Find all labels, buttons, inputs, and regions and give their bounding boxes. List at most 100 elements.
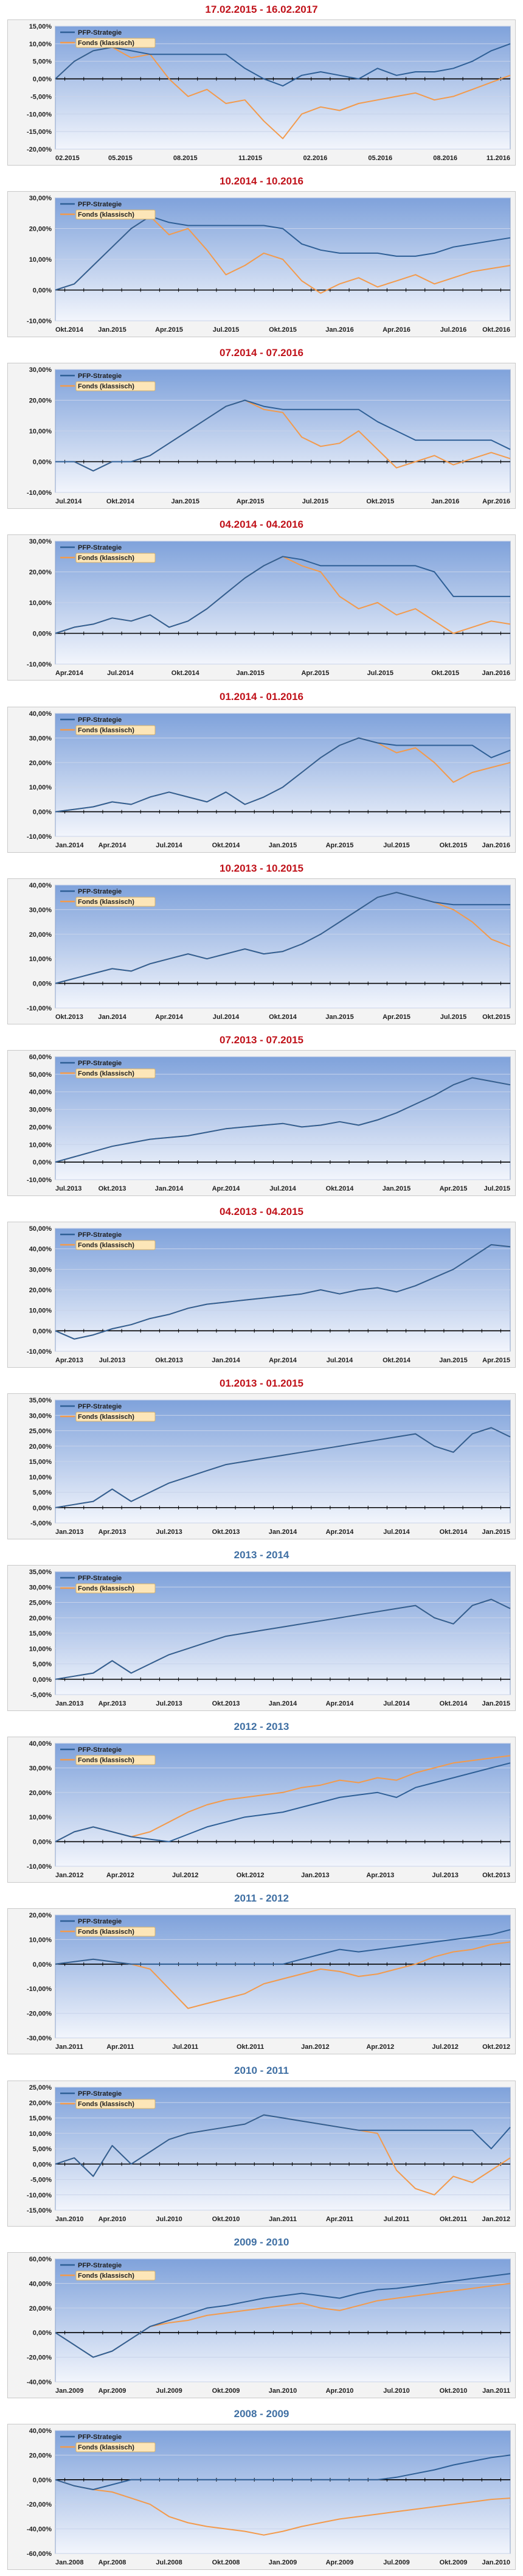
y-tick-label: -10,00% xyxy=(27,661,52,668)
x-tick-label: Okt.2014 xyxy=(55,326,84,334)
x-tick-label: Apr.2015 xyxy=(301,670,329,677)
x-tick-label: Jul.2013 xyxy=(99,1357,125,1364)
chart-title: 2010 - 2011 xyxy=(234,2065,289,2076)
x-tick-label: Jan.2016 xyxy=(431,498,459,505)
legend-label: PFP-Strategie xyxy=(78,888,122,895)
y-tick-label: 10,00% xyxy=(29,41,52,48)
x-tick-label: Okt.2014 xyxy=(106,498,135,505)
y-tick-label: 20,00% xyxy=(29,2099,52,2107)
y-tick-label: -10,00% xyxy=(27,1348,52,1356)
y-tick-label: 20,00% xyxy=(29,397,52,405)
y-tick-label: 40,00% xyxy=(29,882,52,889)
x-tick-label: Jul.2012 xyxy=(432,2043,458,2051)
y-tick-label: 0,00% xyxy=(33,2161,52,2168)
x-tick-label: Okt.2013 xyxy=(212,1700,240,1707)
y-tick-label: -10,00% xyxy=(27,1177,52,1184)
x-tick-label: 02.2015 xyxy=(55,155,80,162)
legend-label: Fonds (klassisch) xyxy=(78,898,134,906)
x-tick-label: Okt.2008 xyxy=(212,2559,240,2566)
x-tick-label: Okt.2014 xyxy=(212,842,241,849)
legend-label: Fonds (klassisch) xyxy=(78,2101,134,2108)
y-tick-label: 5,00% xyxy=(33,2146,52,2153)
y-tick-label: -20,00% xyxy=(27,2354,52,2362)
line-chart: 40,00%20,00%0,00%-20,00%-40,00%-60,00%Ja… xyxy=(27,2427,511,2566)
x-tick-label: Jul.2011 xyxy=(384,2216,410,2223)
x-tick-label: Apr.2013 xyxy=(99,1700,126,1707)
y-tick-label: 10,00% xyxy=(29,784,52,791)
x-tick-label: 05.2016 xyxy=(368,155,392,162)
x-tick-label: Okt.2011 xyxy=(237,2043,264,2051)
series-line-strategy xyxy=(55,556,510,634)
x-tick-label: Jul.2014 xyxy=(107,670,134,677)
chart-panel: 07.2013 - 07.2015 60,00% 50,00% 40,00% 30,00… xyxy=(0,1031,523,1202)
x-tick-label: Apr.2015 xyxy=(237,498,265,505)
y-tick-label: 20,00% xyxy=(29,2452,52,2459)
series-line-strategy xyxy=(55,892,510,984)
x-tick-label: Okt.2009 xyxy=(212,2387,240,2395)
legend-label: Fonds (klassisch) xyxy=(78,211,134,219)
y-tick-label: 10,00% xyxy=(29,1307,52,1315)
chart-panel: 2011 - 2012 20,00% 10,00% 0,00% -10,00% -20,0… xyxy=(0,1889,523,2060)
y-tick-label: 0,00% xyxy=(33,1159,52,1166)
line-chart: 60,00% 50,00% 40,00% 30,00% 20,00% 10,00% 0,00… xyxy=(27,1054,511,1192)
legend-label-highlight xyxy=(75,2270,156,2281)
y-tick-label: 0,00% xyxy=(33,981,52,988)
y-tick-label: 40,00% xyxy=(29,1246,52,1253)
y-tick-label: 20,00% xyxy=(29,1287,52,1294)
legend-label: PFP-Strategie xyxy=(78,1746,122,1754)
chart-frame: 40,00% 20,00% 0,00% -20,00% -40,00% -60,00% Ja… xyxy=(7,2424,516,2570)
x-tick-label: 08.2015 xyxy=(173,155,198,162)
y-tick-label: -10,00% xyxy=(27,111,52,118)
chart-title: 07.2014 - 07.2016 xyxy=(219,347,303,359)
x-tick-label: Apr.2013 xyxy=(366,1872,394,1879)
chart-title: 01.2014 - 01.2016 xyxy=(219,691,303,702)
x-tick-label: Okt.2014 xyxy=(440,1528,468,1536)
x-tick-label: Jul.2014 xyxy=(269,1185,296,1192)
legend-label: PFP-Strategie xyxy=(78,2262,122,2269)
series-line-strategy xyxy=(55,1244,511,1340)
line-chart: 25,00% 20,00% 15,00% 10,00% 5,00% 0,00% -5,00%… xyxy=(27,2084,511,2223)
x-tick-label: Jan.2016 xyxy=(325,326,353,334)
y-tick-label: 10,00% xyxy=(29,256,52,264)
legend: PFP-Strategie Fonds (klassisch) xyxy=(60,544,156,563)
y-tick-label: -30,00% xyxy=(27,2035,52,2042)
chart-panel: 10.2014 - 10.2016 30,00% 20,00% 10,00% 0,00%… xyxy=(0,172,523,343)
y-tick-label: -40,00% xyxy=(27,2379,52,2386)
line-chart: 30,00% 20,00% 10,00% 0,00% -10,00%Jul.2014 Ok… xyxy=(27,366,511,505)
legend-label: Fonds (klassisch) xyxy=(78,1413,134,1421)
x-tick-label: Jan.2014 xyxy=(269,1700,297,1707)
y-tick-label: 30,00% xyxy=(29,538,52,545)
x-tick-label: 11.2015 xyxy=(238,155,262,162)
x-tick-label: Apr.2014 xyxy=(326,1528,355,1536)
chart-title: 2009 - 2010 xyxy=(234,2236,289,2248)
x-tick-label: Okt.2010 xyxy=(440,2387,468,2395)
x-tick-label: Jan.2012 xyxy=(55,1872,83,1879)
chart-panel: 10.2013 - 10.2015 40,00% 30,00% 20,00% 10,00… xyxy=(0,859,523,1031)
x-tick-label: Okt.2013 xyxy=(99,1185,126,1192)
x-tick-label: Jul.2015 xyxy=(484,1185,510,1192)
x-tick-label: Okt.2015 xyxy=(482,1013,510,1021)
x-tick-label: Jul.2014 xyxy=(156,842,182,849)
legend: PFP-Strategie Fonds (klassisch) xyxy=(60,2090,156,2109)
x-tick-label: Jan.2010 xyxy=(269,2387,297,2395)
legend-label-highlight xyxy=(75,2099,156,2109)
y-tick-label: 20,00% xyxy=(29,760,52,767)
legend-label: PFP-Strategie xyxy=(78,201,122,208)
y-tick-label: 15,00% xyxy=(29,2115,52,2123)
x-tick-label: Okt.2014 xyxy=(383,1357,411,1364)
y-tick-label: -5,00% xyxy=(30,1520,52,1527)
chart-title: 2013 - 2014 xyxy=(234,1549,289,1561)
chart-frame: 25,00% 20,00% 15,00% 10,00% 5,00% 0,00% -5,00%… xyxy=(7,2081,516,2227)
y-tick-label: 25,00% xyxy=(29,1600,52,1607)
y-tick-label: -10,00% xyxy=(27,318,52,325)
x-tick-label: Jan.2010 xyxy=(482,2559,510,2566)
y-tick-label: 0,00% xyxy=(33,287,52,295)
legend: PFP-Strategie Fonds (klassisch) xyxy=(60,373,156,391)
chart-panel: 01.2014 - 01.2016 40,00% 30,00% 20,00% 10,00… xyxy=(0,687,523,859)
x-tick-label: Jul.2009 xyxy=(383,2559,409,2566)
x-tick-label: Jan.2008 xyxy=(55,2559,83,2566)
y-tick-label: 10,00% xyxy=(29,600,52,607)
chart-title: 04.2013 - 04.2015 xyxy=(219,1206,303,1217)
series-line-fund xyxy=(55,2479,511,2536)
